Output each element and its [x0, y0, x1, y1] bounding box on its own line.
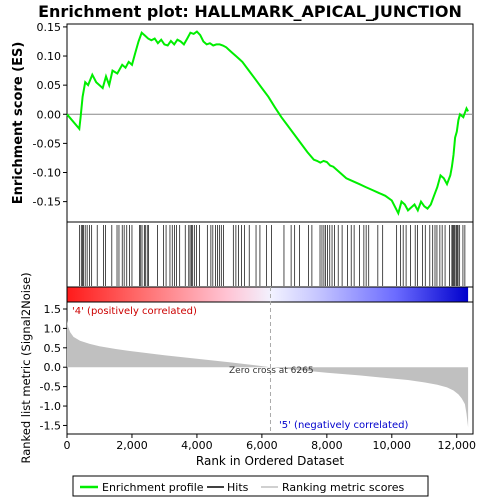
- x-tick-label: 0: [64, 439, 71, 452]
- legend-metric-label: Ranking metric scores: [282, 481, 404, 494]
- metric-y-tick-label: -1.5: [40, 419, 61, 432]
- x-tick-label: 8,000: [311, 439, 343, 452]
- positive-correlation-label: '4' (positively correlated): [72, 306, 197, 317]
- enrichment-profile-line: [66, 30, 469, 217]
- metric-y-tick-label: 0.5: [44, 342, 62, 355]
- metric-y-tick-label: 1.0: [44, 322, 62, 335]
- metric-y-tick-label: -0.5: [40, 381, 61, 394]
- es-panel: 0.15 0.10 0.05 0.00 -0.05 -0.10 -0.15 Enrichme…: [11, 21, 474, 223]
- x-tick-label: 4,000: [181, 439, 213, 452]
- ranking-metric-area: [67, 320, 469, 428]
- x-axis: 0 2,000 4,000 6,000 8,000 10,000 12,000: [64, 434, 477, 452]
- es-y-tick-label: 0.05: [37, 79, 62, 92]
- chart-title: Enrichment plot: HALLMARK_APICAL_JUNCTIO…: [38, 2, 462, 21]
- es-y-tick-label: -0.10: [33, 167, 61, 180]
- es-y-tick-label: -0.15: [33, 196, 61, 209]
- metric-y-tick-label: 1.5: [44, 303, 62, 316]
- metric-y-tick-label: -1.0: [40, 400, 61, 413]
- x-tick-label: 2,000: [116, 439, 148, 452]
- zero-cross-label: Zero cross at 6265: [229, 366, 314, 376]
- hits-lines: [79, 225, 466, 286]
- es-y-tick-label: 0.10: [37, 50, 62, 63]
- legend: Enrichment profile Hits Ranking metric s…: [72, 475, 429, 497]
- x-tick-label: 10,000: [373, 439, 412, 452]
- metric-y-axis-label: Ranked list metric (Signal2Noise): [19, 272, 33, 463]
- legend-enrichment-label: Enrichment profile: [102, 481, 204, 494]
- hits-panel: [66, 221, 474, 288]
- x-tick-label: 12,000: [438, 439, 477, 452]
- metric-y-tick-label: 0.0: [44, 361, 62, 374]
- metric-panel: 1.5 1.0 0.5 0.0 -0.5 -1.0 -1.5 '4' (positively…: [19, 272, 474, 464]
- negative-correlation-label: '5' (negatively correlated): [279, 420, 408, 431]
- es-y-tick-label: -0.05: [33, 137, 61, 150]
- legend-hits-label: Hits: [227, 481, 249, 494]
- heatmap-gradient: [67, 287, 469, 302]
- es-y-axis: 0.15 0.10 0.05 0.00 -0.05 -0.10 -0.15: [33, 21, 67, 209]
- es-panel-frame: [66, 23, 474, 223]
- metric-y-axis: 1.5 1.0 0.5 0.0 -0.5 -1.0 -1.5: [40, 303, 67, 432]
- hits-panel-frame: [66, 221, 474, 288]
- x-tick-label: 6,000: [246, 439, 278, 452]
- es-y-axis-label: Enrichment score (ES): [11, 42, 26, 205]
- es-y-tick-label: 0.00: [37, 108, 62, 121]
- es-y-tick-label: 0.15: [37, 21, 62, 34]
- legend-frame: [72, 475, 429, 497]
- x-axis-label: Rank in Ordered Dataset: [196, 454, 344, 468]
